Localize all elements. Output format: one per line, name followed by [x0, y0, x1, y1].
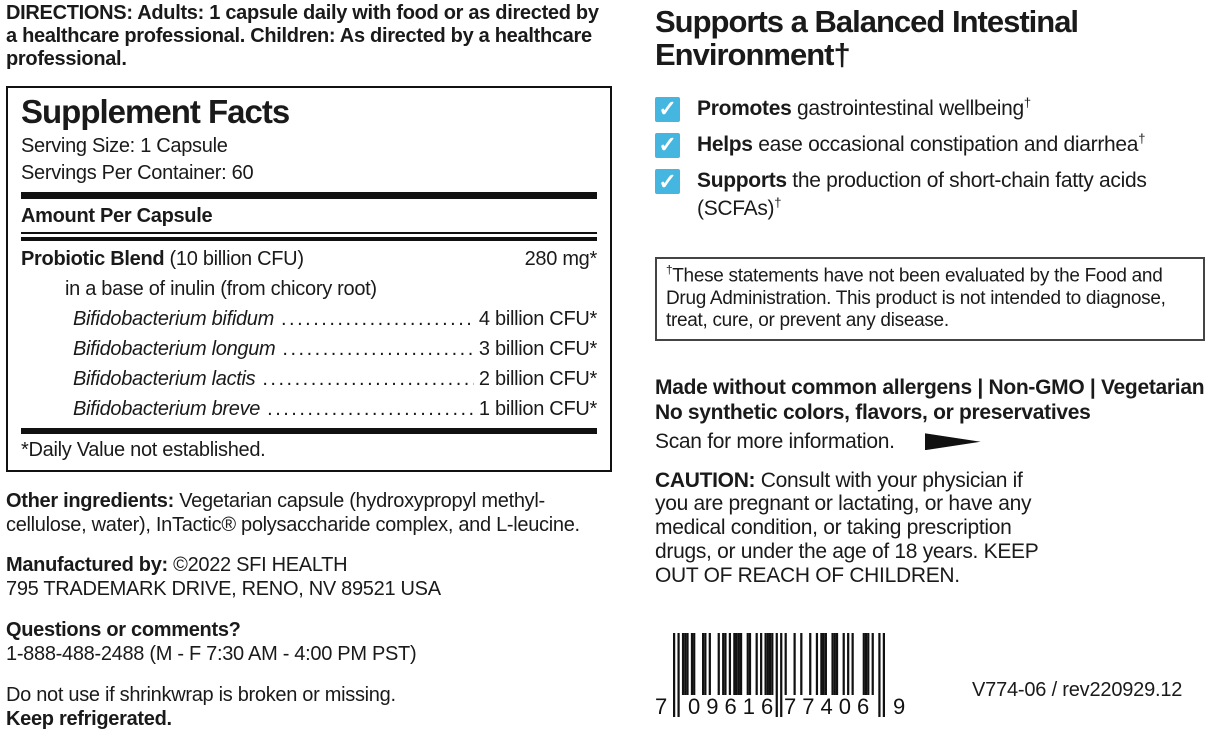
dot-leader	[281, 307, 474, 331]
blend-amount: 280 mg*	[524, 248, 598, 271]
benefit-item: ✓ Helps ease occasional constipation and…	[655, 131, 1205, 159]
dot-leader	[262, 367, 474, 391]
scan-text: Scan for more information.	[655, 429, 895, 453]
benefit-item: ✓ Promotes gastrointestinal wellbeing†	[655, 95, 1205, 122]
servings-per-container: Servings Per Container: 60	[21, 161, 254, 184]
species-row: Bifidobacterium breve 1 billion CFU*	[21, 397, 597, 421]
fda-disclaimer-box: †These statements have not been evaluate…	[655, 256, 1205, 342]
left-column: DIRECTIONS: Adults: 1 capsule daily with…	[6, 2, 612, 731]
allergens-claim: Made without common allergens | Non-GMO …	[655, 376, 1205, 400]
species-amount: 3 billion CFU*	[478, 338, 597, 361]
divider-thick-bottom	[21, 428, 597, 435]
checkbox-check-icon: ✓	[655, 132, 680, 159]
blend-base-row: in a base of inulin (from chicory root)	[21, 277, 597, 301]
benefit-text-wrap: Helps ease occasional constipation and d…	[697, 131, 1145, 158]
barcode-digits-group1: 09616	[688, 694, 780, 720]
manufactured-by-line: Manufactured by: ©2022 SFI HEALTH	[6, 553, 612, 577]
benefit-dagger: †	[1023, 94, 1031, 110]
manufactured-by-label: Manufactured by:	[6, 554, 168, 577]
benefits-checklist: ✓ Promotes gastrointestinal wellbeing† ✓…	[655, 95, 1205, 222]
species-amount: 4 billion CFU*	[478, 308, 597, 331]
benefit-text: ease occasional constipation and diarrhe…	[752, 133, 1139, 157]
caution-block: CAUTION: Consult with your physician if …	[655, 469, 1047, 588]
caution-text: Consult with your physician if you are p…	[655, 468, 1039, 587]
benefit-text-wrap: Supports the production of short-chain f…	[697, 167, 1162, 222]
species-row: Bifidobacterium lactis 2 billion CFU*	[21, 367, 597, 391]
directions-text: DIRECTIONS: Adults: 1 capsule daily with…	[6, 2, 599, 70]
benefit-lead: Promotes	[697, 96, 792, 120]
manufactured-by-text: ©2022 SFI HEALTH	[167, 554, 348, 577]
species-amount: 1 billion CFU*	[478, 398, 597, 421]
storage-block: Do not use if shrinkwrap is broken or mi…	[6, 683, 612, 731]
blend-name: Probiotic Blend	[21, 248, 165, 271]
species-name: Bifidobacterium lactis	[73, 368, 256, 391]
page: { "colors": { "check_blue": "#45b6df", "…	[0, 0, 1214, 707]
manufactured-by: Manufactured by: ©2022 SFI HEALTH 795 TR…	[6, 553, 612, 601]
arrow-right-icon	[924, 433, 981, 451]
shrinkwrap-note: Do not use if shrinkwrap is broken or mi…	[6, 684, 396, 707]
benefit-lead: Supports	[697, 169, 787, 193]
benefit-text-wrap: Promotes gastrointestinal wellbeing†	[697, 95, 1031, 122]
amount-per-capsule-header: Amount Per Capsule	[21, 205, 213, 228]
benefit-dagger: †	[774, 194, 782, 210]
benefit-text: the production of short-chain fatty acid…	[697, 169, 1147, 220]
phone-line: 1-888-488-2488 (M - F 7:30 AM - 4:00 PM …	[6, 643, 417, 666]
caution-label: CAUTION:	[655, 468, 756, 492]
species-name: Bifidobacterium longum	[73, 338, 276, 361]
divider-double	[21, 232, 597, 242]
dot-leader	[282, 337, 474, 361]
version-code: V774-06 / rev220929.12	[972, 679, 1183, 701]
checkbox-check-icon: ✓	[655, 169, 680, 195]
benefit-item: ✓ Supports the production of short-chain…	[655, 167, 1205, 222]
other-ingredients-text: Vegetarian capsule (hydroxypropyl methyl…	[6, 490, 580, 537]
keep-refrigerated-note: Keep refrigerated.	[6, 708, 172, 731]
barcode-digit-right: 9	[893, 694, 906, 720]
claims-block: Made without common allergens | Non-GMO …	[655, 376, 1205, 453]
blend-base-text: in a base of inulin (from chicory root)	[65, 278, 377, 301]
species-name: Bifidobacterium bifidum	[73, 308, 274, 331]
dot-leader	[267, 397, 474, 421]
barcode-digit-left: 7	[655, 694, 668, 720]
manufacturer-address: 795 TRADEMARK DRIVE, RENO, NV 89521 USA	[6, 578, 441, 601]
other-ingredients: Other ingredients: Vegetarian capsule (h…	[6, 489, 612, 537]
questions-block: Questions or comments? 1-888-488-2488 (M…	[6, 618, 612, 666]
species-amount: 2 billion CFU*	[478, 368, 597, 391]
barcode: 7 09616 77406 9	[655, 633, 905, 720]
blend-row: Probiotic Blend (10 billion CFU) 280 mg*	[21, 247, 597, 271]
barcode-bars	[673, 633, 885, 718]
benefits-title: Supports a Balanced Intestinal Environme…	[655, 4, 1079, 72]
other-ingredients-label: Other ingredients:	[6, 490, 174, 513]
scan-row: Scan for more information.	[655, 430, 1205, 454]
questions-heading: Questions or comments?	[6, 619, 241, 642]
serving-size: Serving Size: 1 Capsule	[21, 135, 228, 158]
right-column: Supports a Balanced Intestinal Environme…	[655, 4, 1205, 720]
species-name: Bifidobacterium breve	[73, 398, 261, 421]
daily-value-footnote: *Daily Value not established.	[21, 439, 266, 462]
species-row: Bifidobacterium longum 3 billion CFU*	[21, 337, 597, 361]
blend-detail: (10 billion CFU)	[164, 248, 304, 271]
benefit-text: gastrointestinal wellbeing	[791, 96, 1024, 120]
disclaimer-dagger: †	[666, 263, 673, 277]
species-row: Bifidobacterium bifidum 4 billion CFU*	[21, 307, 597, 331]
barcode-digits-group2: 77406	[784, 694, 876, 720]
supplement-facts-panel: Supplement Facts Serving Size: 1 Capsule…	[6, 86, 612, 473]
disclaimer-text: These statements have not been evaluated…	[666, 265, 1166, 332]
benefit-dagger: †	[1138, 131, 1146, 147]
checkbox-check-icon: ✓	[655, 96, 680, 122]
benefit-lead: Helps	[697, 133, 753, 157]
divider-thick-top	[21, 192, 597, 200]
blend-name-wrap: Probiotic Blend (10 billion CFU)	[21, 247, 304, 271]
supplement-facts-title: Supplement Facts	[21, 93, 290, 130]
synthetic-claim: No synthetic colors, flavors, or preserv…	[655, 400, 1091, 424]
